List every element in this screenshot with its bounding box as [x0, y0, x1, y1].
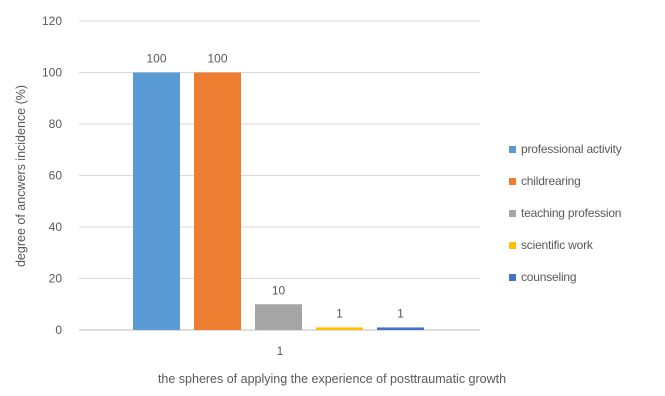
legend-label: scientific work — [521, 238, 593, 252]
bar — [133, 72, 180, 330]
data-label: 1 — [336, 306, 343, 320]
y-tick-label: 40 — [49, 220, 63, 234]
data-label: 10 — [272, 283, 286, 297]
legend-item: childrearing — [509, 165, 663, 197]
y-tick-label: 80 — [49, 117, 63, 131]
legend-item: scientific work — [509, 229, 663, 261]
legend-item: teaching profession — [509, 197, 663, 229]
data-label: 100 — [207, 52, 227, 66]
legend-label: childrearing — [521, 174, 581, 188]
legend-swatch — [509, 273, 516, 281]
data-labels: 100 100 10 1 1 — [146, 52, 404, 321]
y-tick-label: 0 — [55, 323, 62, 337]
y-tick-label: 60 — [49, 169, 63, 183]
legend-swatch — [509, 209, 516, 217]
data-label: 100 — [146, 52, 166, 66]
y-axis-title: degree of ancwers incidence (%) — [14, 85, 28, 267]
legend-label: counseling — [521, 270, 577, 284]
legend-swatch — [509, 177, 516, 185]
y-tick-label: 20 — [49, 272, 63, 286]
legend-label: professional activity — [521, 142, 622, 156]
y-tick-label: 100 — [42, 66, 62, 80]
legend-item: professional activity — [509, 133, 663, 165]
legend: professional activity childrearing teach… — [509, 133, 663, 293]
data-label: 1 — [397, 306, 404, 320]
y-axis-ticks: 0 20 40 60 80 100 120 — [42, 14, 62, 337]
bar — [316, 327, 363, 330]
bar — [377, 327, 424, 330]
legend-item: counseling — [509, 261, 663, 293]
legend-label: teaching profession — [521, 206, 622, 220]
x-axis-title: the spheres of applying the experience o… — [158, 372, 506, 386]
x-tick-label: 1 — [277, 344, 284, 358]
y-tick-label: 120 — [42, 14, 62, 28]
legend-swatch — [509, 145, 516, 153]
bar — [255, 304, 302, 330]
bar — [194, 72, 241, 330]
legend-swatch — [509, 241, 516, 249]
bars — [133, 72, 424, 330]
